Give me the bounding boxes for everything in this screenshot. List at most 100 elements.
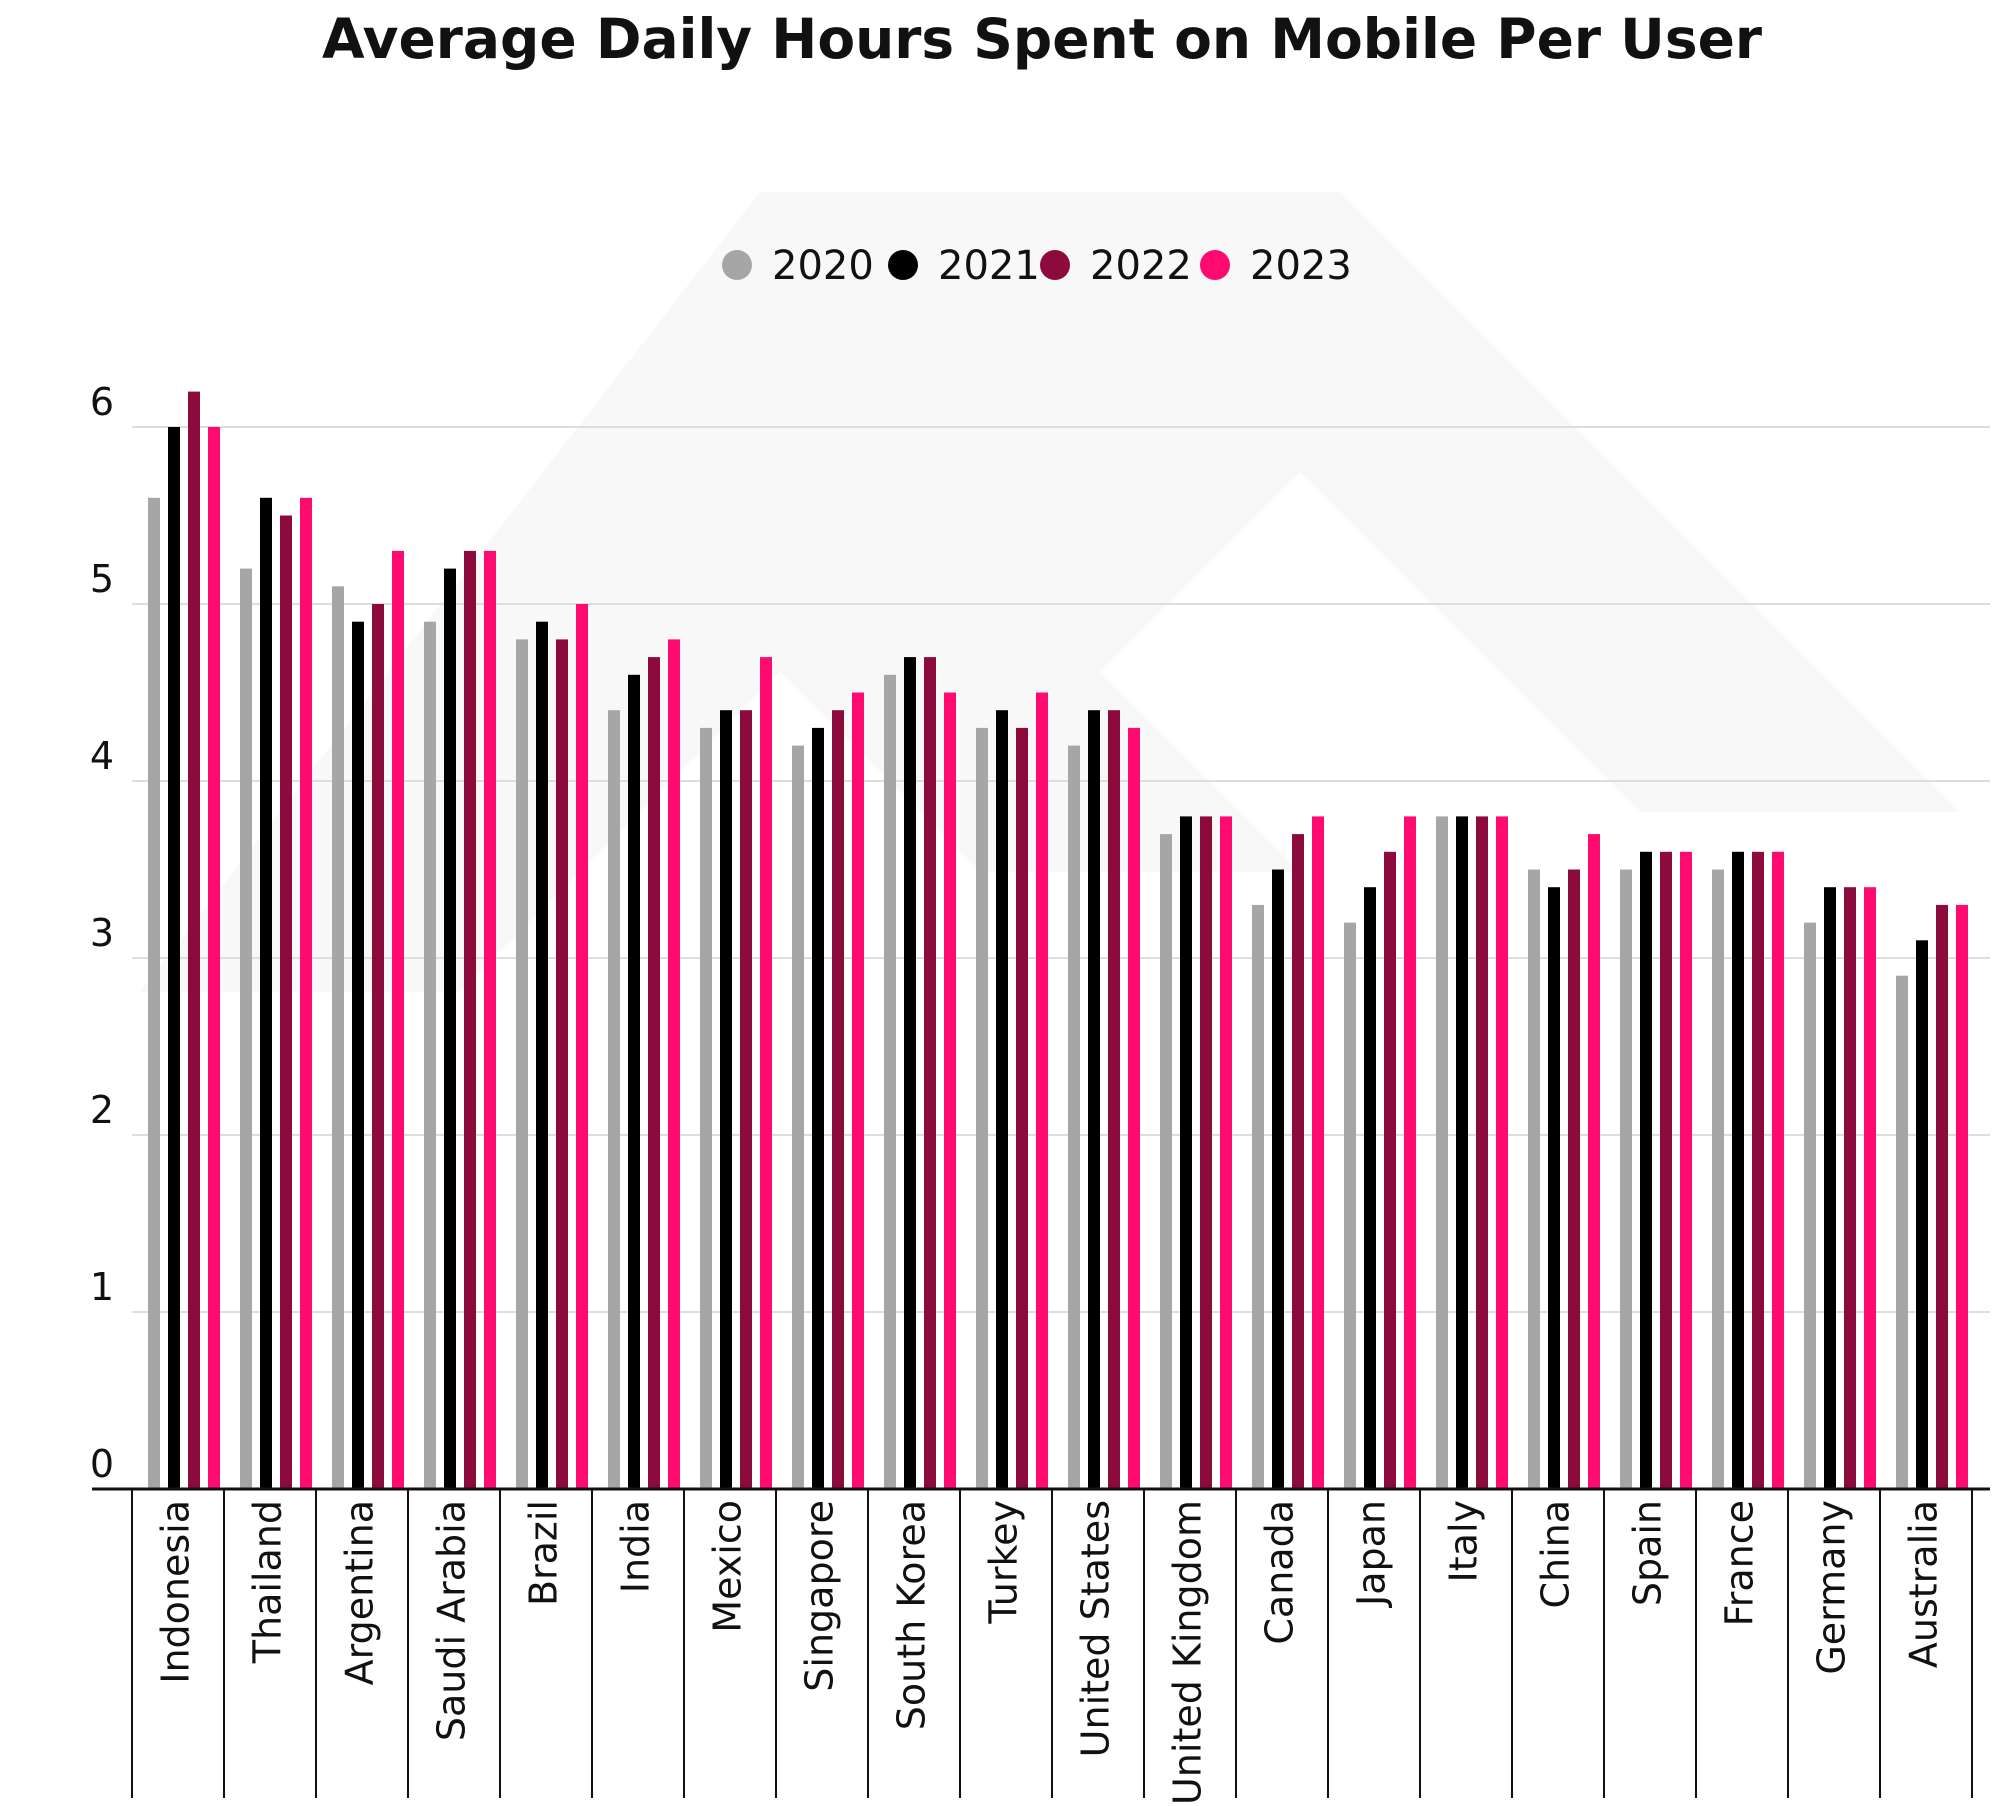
bar-italy-2021 (1456, 816, 1468, 1489)
bar-france-2021 (1732, 851, 1744, 1489)
bar-china-2022 (1568, 869, 1580, 1489)
category-label: Turkey (982, 1500, 1026, 1625)
legend-label: 2023 (1250, 243, 1352, 289)
category-label: Spain (1626, 1500, 1670, 1606)
bar-argentina-2022 (372, 604, 384, 1489)
bar-mexico-2021 (720, 710, 732, 1489)
bar-argentina-2020 (332, 586, 344, 1489)
bar-indonesia-2021 (168, 427, 180, 1489)
bar-spain-2021 (1640, 851, 1652, 1489)
bar-mexico-2022 (740, 710, 752, 1489)
category-label: Thailand (246, 1500, 290, 1664)
category-label: Argentina (338, 1500, 382, 1685)
bar-south-korea-2021 (904, 657, 916, 1489)
bar-thailand-2021 (260, 497, 272, 1489)
bar-singapore-2021 (812, 727, 824, 1489)
bar-united-kingdom-2023 (1220, 816, 1232, 1489)
category-label: Singapore (798, 1500, 842, 1692)
legend-marker (1200, 250, 1230, 280)
category-label: United States (1074, 1500, 1118, 1757)
bar-spain-2022 (1660, 851, 1672, 1489)
bar-france-2020 (1712, 869, 1724, 1489)
bar-indonesia-2020 (148, 497, 160, 1489)
bar-thailand-2020 (240, 568, 252, 1489)
category-label: India (614, 1500, 658, 1593)
bar-brazil-2020 (516, 639, 528, 1489)
y-tick-label: 6 (90, 380, 114, 424)
category-label: Saudi Arabia (430, 1500, 474, 1741)
bar-france-2023 (1772, 851, 1784, 1489)
bar-united-states-2021 (1088, 710, 1100, 1489)
bar-canada-2021 (1272, 869, 1284, 1489)
bar-singapore-2023 (852, 692, 864, 1489)
bar-japan-2020 (1344, 922, 1356, 1489)
bar-united-kingdom-2021 (1180, 816, 1192, 1489)
bar-saudi-arabia-2020 (424, 621, 436, 1489)
category-label: France (1718, 1500, 1762, 1626)
y-tick-labels: 0 1 2 3 4 5 6 (90, 380, 114, 1486)
legend-label: 2021 (938, 243, 1040, 289)
y-tick-label: 4 (90, 734, 114, 778)
bar-turkey-2020 (976, 727, 988, 1489)
category-label: Germany (1810, 1500, 1854, 1675)
bar-india-2023 (668, 639, 680, 1489)
bar-thailand-2022 (280, 515, 292, 1489)
bar-argentina-2023 (392, 550, 404, 1489)
category-label: Brazil (522, 1500, 566, 1606)
bar-argentina-2021 (352, 621, 364, 1489)
bar-australia-2020 (1896, 975, 1908, 1489)
gridlines (132, 426, 1990, 1313)
bar-spain-2023 (1680, 851, 1692, 1489)
bar-south-korea-2023 (944, 692, 956, 1489)
bar-saudi-arabia-2022 (464, 550, 476, 1489)
bar-saudi-arabia-2021 (444, 568, 456, 1489)
category-label: United Kingdom (1166, 1500, 1210, 1805)
bar-united-states-2022 (1108, 710, 1120, 1489)
category-label: Japan (1350, 1500, 1394, 1608)
bar-india-2020 (608, 710, 620, 1489)
bar-singapore-2020 (792, 745, 804, 1489)
bar-turkey-2023 (1036, 692, 1048, 1489)
bar-china-2023 (1588, 834, 1600, 1489)
bar-united-kingdom-2022 (1200, 816, 1212, 1489)
bar-canada-2022 (1292, 834, 1304, 1489)
category-label: Canada (1258, 1500, 1302, 1645)
y-tick-label: 2 (90, 1088, 114, 1132)
category-labels: Indonesia Thailand Argentina Saudi Arabia Br… (154, 1500, 1946, 1805)
bar-india-2022 (648, 657, 660, 1489)
y-tick-label: 0 (90, 1442, 114, 1486)
y-tick-label: 5 (90, 557, 114, 601)
bar-turkey-2021 (996, 710, 1008, 1489)
bar-australia-2022 (1936, 904, 1948, 1489)
bar-thailand-2023 (300, 497, 312, 1489)
bar-germany-2023 (1864, 887, 1876, 1489)
bar-italy-2022 (1476, 816, 1488, 1489)
bar-germany-2021 (1824, 887, 1836, 1489)
y-tick-label: 3 (90, 911, 114, 955)
bar-india-2021 (628, 674, 640, 1489)
bar-indonesia-2022 (188, 391, 200, 1490)
category-label: South Korea (890, 1500, 934, 1730)
bar-germany-2020 (1804, 922, 1816, 1489)
bar-japan-2023 (1404, 816, 1416, 1489)
bar-brazil-2021 (536, 621, 548, 1489)
axes (92, 1487, 1990, 1798)
bar-japan-2021 (1364, 887, 1376, 1489)
bar-brazil-2022 (556, 639, 568, 1489)
chart-title: Average Daily Hours Spent on Mobile Per … (322, 7, 1762, 71)
bar-australia-2021 (1916, 940, 1928, 1489)
category-label: China (1534, 1500, 1578, 1609)
bar-australia-2023 (1956, 904, 1968, 1489)
bar-italy-2023 (1496, 816, 1508, 1489)
bar-canada-2023 (1312, 816, 1324, 1489)
bar-united-states-2023 (1128, 727, 1140, 1489)
bar-south-korea-2020 (884, 674, 896, 1489)
bar-singapore-2022 (832, 710, 844, 1489)
bar-mexico-2023 (760, 657, 772, 1489)
legend: 2020 2021 2022 2023 (722, 243, 1352, 289)
bar-spain-2020 (1620, 869, 1632, 1489)
legend-marker (888, 250, 918, 280)
y-tick-label: 1 (90, 1265, 114, 1309)
legend-marker (1040, 250, 1070, 280)
